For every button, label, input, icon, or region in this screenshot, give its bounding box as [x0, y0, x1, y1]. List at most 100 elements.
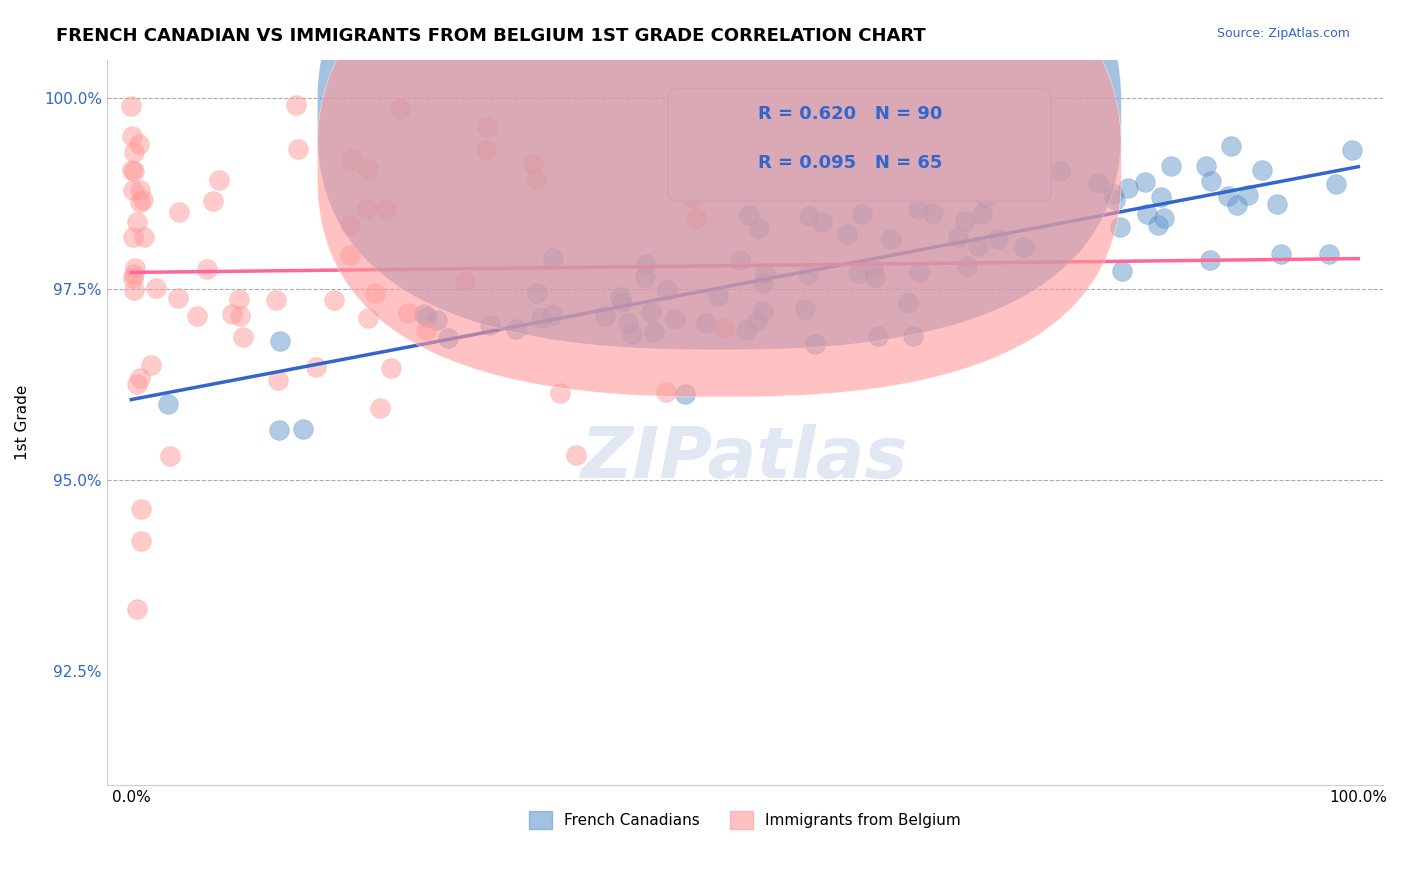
Immigrants from Belgium	[121, 183, 143, 197]
French Canadians	[1267, 197, 1289, 211]
French Canadians	[946, 230, 969, 244]
French Canadians	[897, 296, 920, 310]
French Canadians	[633, 270, 655, 285]
French Canadians	[526, 285, 548, 300]
French Canadians	[610, 295, 633, 310]
French Canadians	[953, 214, 976, 228]
French Canadians	[797, 210, 820, 224]
French Canadians	[543, 251, 565, 265]
French Canadians	[426, 313, 449, 327]
French Canadians	[157, 397, 180, 411]
French Canadians	[835, 227, 858, 241]
French Canadians	[643, 325, 665, 339]
French Canadians	[848, 266, 870, 280]
Immigrants from Belgium	[167, 205, 190, 219]
French Canadians	[706, 289, 728, 303]
French Canadians	[1219, 139, 1241, 153]
French Canadians	[505, 322, 527, 336]
French Canadians	[922, 206, 945, 220]
French Canadians	[412, 307, 434, 321]
French Canadians	[851, 207, 873, 221]
French Canadians	[1147, 219, 1170, 233]
Immigrants from Belgium	[129, 502, 152, 516]
French Canadians	[617, 316, 640, 330]
Immigrants from Belgium	[124, 260, 146, 275]
Immigrants from Belgium	[127, 215, 149, 229]
French Canadians	[811, 215, 834, 229]
Immigrants from Belgium	[132, 194, 155, 208]
Immigrants from Belgium	[284, 98, 307, 112]
French Canadians	[868, 329, 890, 343]
Immigrants from Belgium	[120, 99, 142, 113]
Immigrants from Belgium	[132, 229, 155, 244]
French Canadians	[1111, 264, 1133, 278]
Immigrants from Belgium	[474, 143, 496, 157]
Immigrants from Belgium	[266, 373, 288, 387]
French Canadians	[745, 314, 768, 328]
French Canadians	[738, 208, 761, 222]
Immigrants from Belgium	[121, 163, 143, 178]
Immigrants from Belgium	[339, 248, 361, 262]
Immigrants from Belgium	[121, 229, 143, 244]
Immigrants from Belgium	[195, 262, 218, 277]
FancyBboxPatch shape	[318, 0, 1122, 397]
French Canadians	[1008, 159, 1031, 173]
French Canadians	[1001, 143, 1024, 157]
Immigrants from Belgium	[264, 293, 287, 307]
French Canadians	[1104, 193, 1126, 207]
French Canadians	[1226, 198, 1249, 212]
French Canadians	[907, 202, 929, 217]
Immigrants from Belgium	[305, 360, 328, 375]
French Canadians	[1135, 207, 1157, 221]
Immigrants from Belgium	[121, 128, 143, 143]
Text: R = 0.095   N = 65: R = 0.095 N = 65	[758, 153, 942, 171]
Immigrants from Belgium	[364, 286, 387, 301]
French Canadians	[735, 323, 758, 337]
French Canadians	[862, 261, 884, 276]
French Canadians	[728, 252, 751, 267]
Immigrants from Belgium	[125, 376, 148, 391]
French Canadians	[901, 329, 924, 343]
French Canadians	[673, 387, 696, 401]
French Canadians	[865, 269, 887, 284]
Immigrants from Belgium	[128, 137, 150, 152]
Immigrants from Belgium	[232, 330, 254, 344]
French Canadians	[804, 337, 827, 351]
French Canadians	[1317, 246, 1340, 260]
French Canadians	[973, 189, 995, 203]
French Canadians	[530, 310, 553, 325]
French Canadians	[621, 326, 644, 341]
Immigrants from Belgium	[159, 450, 181, 464]
French Canadians	[478, 318, 501, 332]
Immigrants from Belgium	[122, 163, 145, 178]
French Canadians	[1199, 252, 1222, 267]
French Canadians	[1049, 164, 1071, 178]
French Canadians	[1102, 187, 1125, 202]
French Canadians	[966, 239, 988, 253]
Immigrants from Belgium	[389, 103, 412, 117]
French Canadians	[752, 276, 775, 290]
Immigrants from Belgium	[356, 202, 378, 216]
Immigrants from Belgium	[524, 172, 547, 186]
Immigrants from Belgium	[202, 194, 225, 208]
French Canadians	[1149, 189, 1171, 203]
Immigrants from Belgium	[128, 195, 150, 210]
Immigrants from Belgium	[396, 306, 419, 320]
Immigrants from Belgium	[287, 142, 309, 156]
French Canadians	[1087, 176, 1109, 190]
French Canadians	[609, 290, 631, 304]
Immigrants from Belgium	[122, 145, 145, 159]
French Canadians	[754, 266, 776, 280]
Immigrants from Belgium	[229, 309, 252, 323]
French Canadians	[752, 303, 775, 318]
French Canadians	[1109, 220, 1132, 235]
French Canadians	[695, 316, 717, 330]
French Canadians	[657, 283, 679, 297]
Immigrants from Belgium	[186, 309, 208, 323]
French Canadians	[1250, 163, 1272, 178]
French Canadians	[879, 232, 901, 246]
Immigrants from Belgium	[548, 386, 571, 401]
French Canadians	[748, 221, 770, 235]
Immigrants from Belgium	[221, 307, 243, 321]
French Canadians	[593, 309, 616, 323]
